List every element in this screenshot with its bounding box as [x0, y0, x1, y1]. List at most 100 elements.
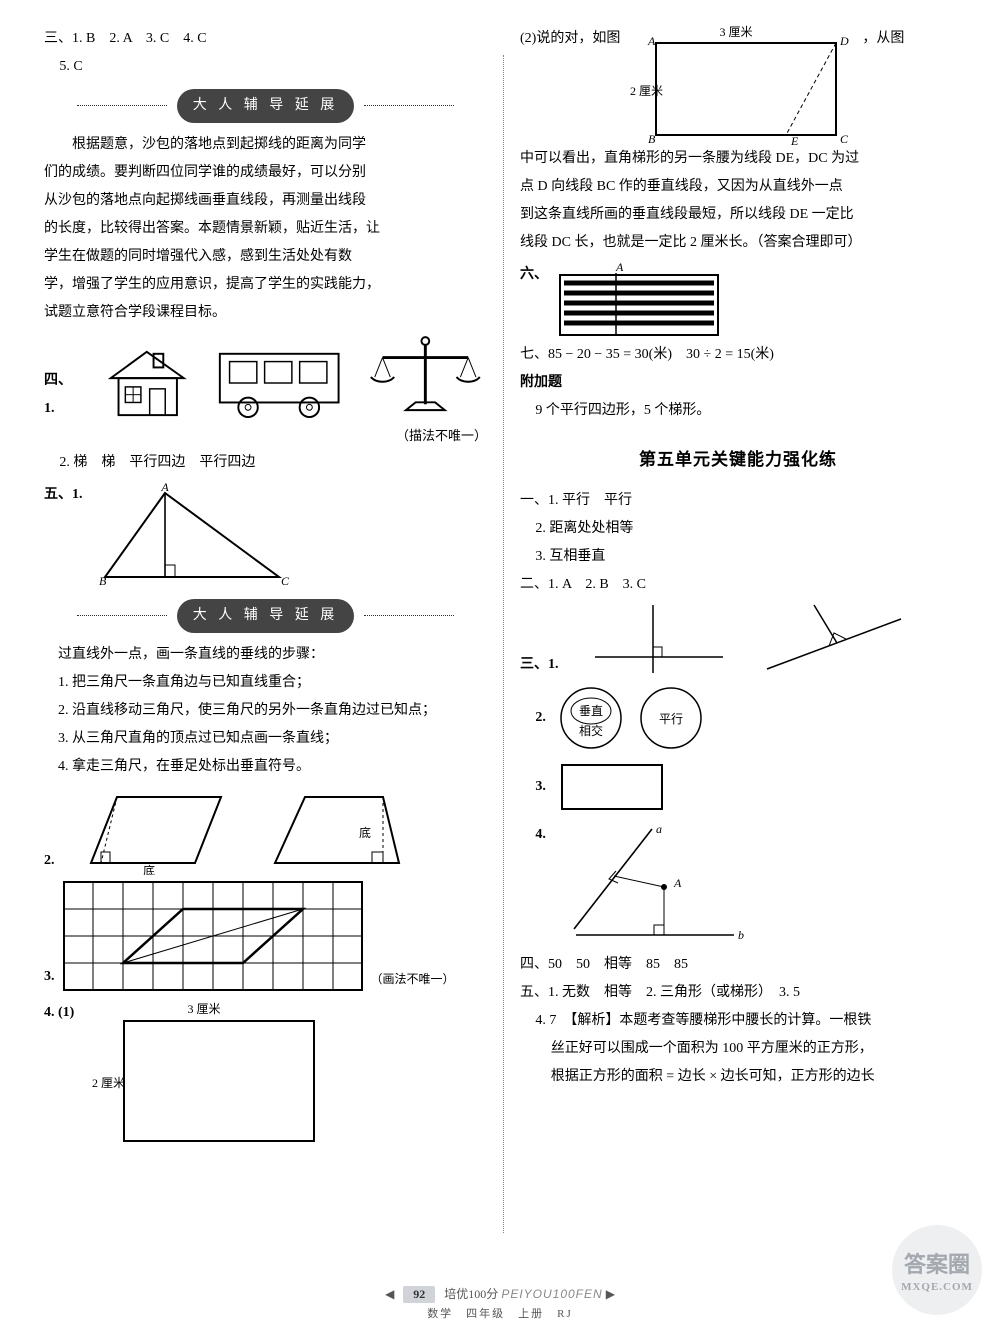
guide-text-1: 根据题意，沙包的落地点到起掷线的距离为同学 们的成绩。要判断四位同学谁的成绩最好… [44, 131, 487, 327]
lines-a-b-diagram: a b A [556, 821, 746, 951]
q2-line: 到这条直线所画的垂直线段最短，所以线段 DE 一定比 [520, 201, 956, 229]
q4-1-row: 四、1. [44, 333, 487, 423]
footer-brand-cn: 培优100分 [444, 1287, 498, 1301]
lbl-a: a [656, 822, 662, 836]
lbl-h: 2 厘米 [630, 84, 663, 98]
left-column: 三、1. B 2. A 3. C 4. C 5. C 大 人 辅 导 延 展 根… [30, 25, 501, 1273]
yi-3: 3. 互相垂直 [520, 543, 956, 571]
wu4-line: 丝正好可以围成一个面积为 100 平方厘米的正方形， [520, 1035, 956, 1063]
q2-tail: ，从图 [862, 25, 904, 53]
grid-diagram [63, 881, 363, 991]
wu4-line: 4. 7 【解析】本题考查等腰梯形中腰长的计算。一根铁 [520, 1007, 956, 1035]
bub1a: 垂直 [579, 704, 603, 718]
lbl-E: E [790, 134, 799, 145]
q2-line: 中可以看出，直角梯形的另一条腰为线段 DE，DC 为过 [520, 145, 956, 173]
guide2-step: 3. 从三角尺直角的顶点过已知点画一条直线； [58, 725, 487, 753]
rect-small [556, 757, 676, 817]
q2-line: 点 D 向线段 BC 作的垂直线段，又因为从直线外一点 [520, 173, 956, 201]
q3-answers: 三、1. B 2. A 3. C 4. C [44, 25, 487, 53]
bubble-1: 垂直 相交 [556, 683, 626, 753]
q2-intro: (2)说的对，如图 [520, 25, 620, 53]
q5-1-label: 五、1. [44, 481, 83, 509]
q5-4-row: 4. (1) 3 厘米 2 厘米 [44, 999, 487, 1149]
san1-row: 三、1. [520, 599, 956, 679]
guide-text-2: 过直线外一点，画一条直线的垂线的步骤： 1. 把三角尺一条直角边与已知直线重合；… [44, 641, 487, 781]
q2-line: 线段 DC 长，也就是一定比 2 厘米长。（答案合理即可） [520, 229, 956, 257]
rect-3x2: 3 厘米 2 厘米 [84, 999, 344, 1149]
guide2-intro: 过直线外一点，画一条直线的垂线的步骤： [58, 641, 487, 669]
guide1-line: 学，增强了学生的应用意识，提高了学生的实践能力， [44, 271, 487, 299]
trapezoid-1: 底 [261, 785, 411, 875]
base-label-1: 底 [143, 863, 155, 875]
san4-row: 4. a b A [520, 821, 956, 951]
guide1-line: 们的成绩。要判断四位同学谁的成绩最好，可以分别 [44, 159, 487, 187]
bubble-2: 平行 [636, 683, 706, 753]
page-footer: ◀ 92 培优100分 PEIYOU100FEN ▶ 数学 四年级 上册 RJ [0, 1285, 1000, 1321]
unit-title: 第五单元关键能力强化练 [520, 443, 956, 477]
guide-banner-1: 大 人 辅 导 延 展 [44, 89, 487, 123]
q5-1-row: 五、1. A B C [44, 481, 487, 591]
footer-arrow-right: ▶ [606, 1287, 615, 1301]
guide-banner-2: 大 人 辅 导 延 展 [44, 599, 487, 633]
guide1-line: 学生在做题的同时增强代入感，感到生活处处有数 [44, 243, 487, 271]
lbl-A: A [673, 876, 682, 890]
triangle-diagram: A B C [93, 481, 293, 591]
base-label-2: 底 [359, 825, 371, 840]
san1-label: 三、1. [520, 651, 559, 679]
guide1-line: 从沙包的落地点向起掷线画垂直线段，再测量出线段 [44, 187, 487, 215]
yi-2: 2. 距离处处相等 [520, 515, 956, 543]
watermark-l2: MXQE.COM [901, 1281, 973, 1293]
san4-label: 4. [520, 821, 546, 849]
column-divider [503, 55, 504, 1233]
vertex-c: C [281, 574, 290, 588]
guide2-step: 4. 拿走三角尺，在垂足处标出垂直符号。 [58, 753, 487, 781]
si-ans: 四、50 50 相等 85 85 [520, 951, 956, 979]
q4-1-note: （描法不唯一） [44, 423, 487, 449]
guide2-step: 2. 沿直线移动三角尺，使三角尺的另外一条直角边过已知点； [58, 697, 487, 725]
bub1b: 相交 [579, 723, 603, 738]
q4-2: 2. 梯 梯 平行四边 平行四边 [44, 449, 487, 477]
watermark-l1: 答案圈 [904, 1247, 970, 1279]
wu-ans: 五、1. 无数 相等 2. 三角形（或梯形） 3. 5 [520, 979, 956, 1007]
page: 三、1. B 2. A 3. C 4. C 5. C 大 人 辅 导 延 展 根… [0, 0, 1000, 1333]
rect-trapezoid-diagram: 3 厘米 A D B C E 2 厘米 [626, 25, 856, 145]
angle-diagram [759, 599, 909, 679]
bub2: 平行 [659, 712, 683, 726]
san2-row: 2. 垂直 相交 平行 [520, 683, 956, 753]
footer-sub: 数学 四年级 上册 RJ [0, 1305, 1000, 1321]
guide1-line: 的长度，比较得出答案。本题情景新颖，贴近生活，让 [44, 215, 487, 243]
parallelogram-1: 底 [83, 785, 233, 875]
footer-arrow-left: ◀ [385, 1287, 394, 1301]
scale-icon [365, 333, 487, 423]
item3-label: 3. [44, 963, 55, 991]
lbl-w: 3 厘米 [720, 25, 753, 39]
lbl-A: A [647, 34, 656, 48]
san3-label: 3. [520, 773, 546, 801]
san2-label: 2. [520, 704, 546, 732]
lbl-b: b [738, 928, 744, 942]
item3-note: （画法不唯一） [371, 967, 455, 991]
item2-label: 2. [44, 847, 55, 875]
q2-row: (2)说的对，如图 3 厘米 A D B C E 2 厘米 ，从图 [520, 25, 956, 145]
guide1-line: 试题立意符合学段课程目标。 [44, 299, 487, 327]
page-number: 92 [403, 1286, 435, 1303]
q3-answer-5: 5. C [44, 53, 487, 81]
footer-brand-py: PEIYOU100FEN [501, 1287, 602, 1301]
banner-pill-1: 大 人 辅 导 延 展 [177, 89, 355, 123]
guide2-step: 1. 把三角尺一条直角边与已知直线重合； [58, 669, 487, 697]
q5-2-row: 2. 底 底 [44, 785, 487, 875]
vertex-b: B [99, 574, 107, 588]
guide1-line: 根据题意，沙包的落地点到起掷线的距离为同学 [44, 131, 487, 159]
rect-w-label: 3 厘米 [188, 1002, 221, 1016]
rect-h-label: 2 厘米 [92, 1076, 125, 1090]
hatch-A: A [615, 261, 624, 274]
yi-1: 一、1. 平行 平行 [520, 487, 956, 515]
wu4-line: 根据正方形的面积 = 边长 × 边长可知，正方形的边长 [520, 1063, 956, 1091]
er: 二、1. A 2. B 3. C [520, 571, 956, 599]
watermark: 答案圈 MXQE.COM [892, 1225, 982, 1315]
san3-row: 3. [520, 757, 956, 817]
item4-label: 4. (1) [44, 999, 74, 1027]
q4-1-label: 四、1. [44, 367, 81, 423]
right-column: (2)说的对，如图 3 厘米 A D B C E 2 厘米 ，从图 中可以看出，… [506, 25, 970, 1273]
q6-label: 六、 [520, 261, 548, 289]
